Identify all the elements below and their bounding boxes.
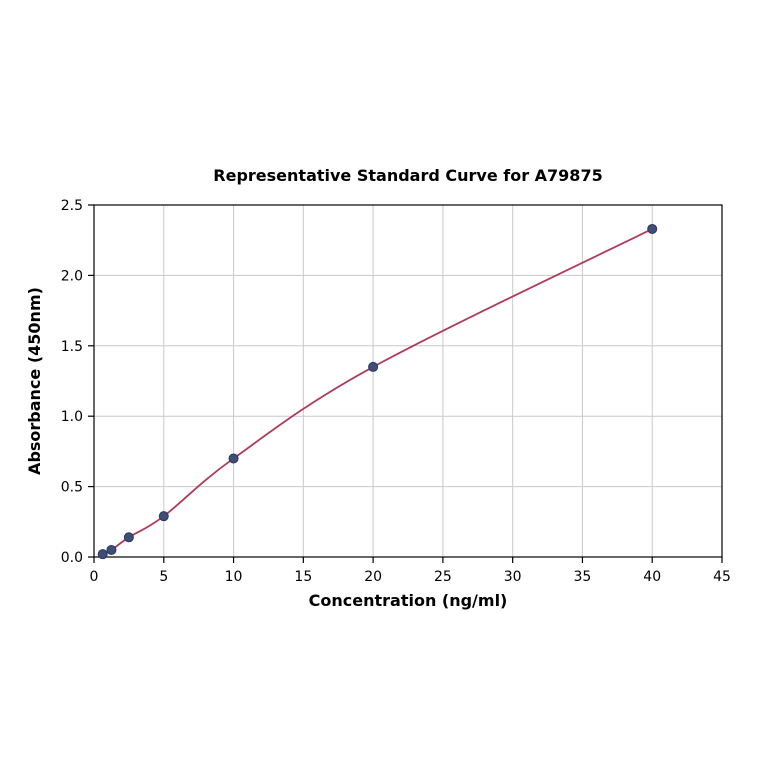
y-tick-label: 2.5 — [61, 198, 83, 214]
chart-title: Representative Standard Curve for A79875 — [213, 166, 602, 185]
axis-ticks — [88, 204, 723, 563]
x-tick-label: 10 — [225, 569, 243, 585]
x-tick-label: 25 — [434, 569, 452, 585]
data-series — [97, 223, 658, 560]
data-point-marker — [158, 511, 169, 522]
y-tick-label: 0.5 — [61, 480, 83, 496]
y-axis-label: Absorbance (450nm) — [25, 287, 44, 475]
y-tick-label: 2.0 — [61, 268, 83, 284]
curve-line — [102, 228, 653, 556]
x-tick-label: 40 — [643, 569, 661, 585]
x-tick-label: 35 — [574, 569, 592, 585]
data-point-marker — [106, 544, 117, 555]
x-tick-label: 30 — [504, 569, 522, 585]
plot-border — [93, 204, 723, 558]
grid-lines — [93, 204, 723, 558]
y-tick-label: 1.5 — [61, 339, 83, 355]
data-point-marker — [228, 453, 239, 464]
data-point-marker — [647, 223, 658, 234]
axes-spine — [93, 204, 723, 558]
axis-tick-labels: 0 5 10 15 20 25 30 35 40 45 0.0 0.5 1.0 1.5 2.0 2.5 — [61, 198, 731, 585]
data-point-marker — [97, 549, 108, 560]
x-tick-label: 5 — [159, 569, 168, 585]
data-point-marker — [123, 532, 134, 543]
y-tick-label: 0.0 — [61, 550, 83, 566]
x-tick-label: 20 — [364, 569, 382, 585]
x-tick-label: 45 — [713, 569, 731, 585]
x-tick-label: 0 — [90, 569, 99, 585]
x-tick-label: 15 — [294, 569, 312, 585]
data-point-marker — [368, 361, 379, 372]
y-tick-label: 1.0 — [61, 409, 83, 425]
x-axis-label: Concentration (ng/ml) — [309, 591, 508, 610]
